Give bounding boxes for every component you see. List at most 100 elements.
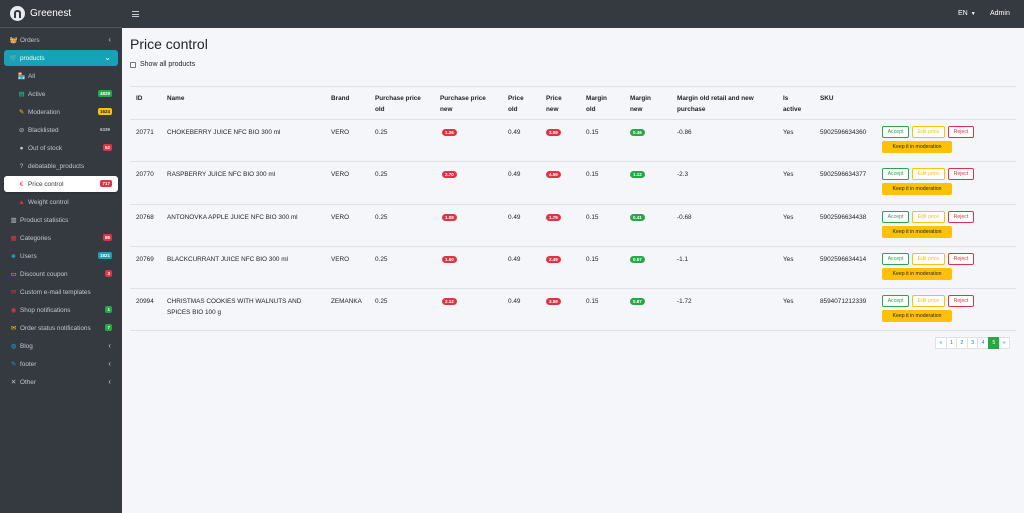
edit-icon: ✎ xyxy=(10,361,17,368)
table-row: 20768 ANTONOVKA APPLE JUICE NFC BIO 300 m… xyxy=(130,205,1016,247)
reject-button[interactable]: Reject xyxy=(948,295,974,308)
tools-icon: ✕ xyxy=(10,379,17,386)
sidebar-item-categories[interactable]: ▦ Categories 86 xyxy=(4,230,118,246)
cell-margin-old: 0.15 xyxy=(586,171,599,179)
edit-price-button[interactable]: Edit price xyxy=(912,168,945,181)
sidebar-item-label: Categories xyxy=(20,234,51,242)
sidebar-item-label: Moderation xyxy=(28,108,60,116)
cell-purchase-old: 0.25 xyxy=(375,213,388,221)
cell-sku: 5902596634414 xyxy=(820,255,867,263)
sidebar-item-shop-notifications[interactable]: ◉ Shop notifications 1 xyxy=(4,302,118,318)
keep-in-moderation-button[interactable]: Keep it in moderation xyxy=(882,225,952,238)
table-header: ID Name Brand Purchase price old Purchas… xyxy=(130,86,1016,120)
envelope-icon: ✉ xyxy=(10,325,17,332)
cell-sku: 5902596634438 xyxy=(820,213,867,221)
sidebar-item-label: Product statistics xyxy=(20,216,69,224)
reject-button[interactable]: Reject xyxy=(948,168,974,181)
store-icon: 🏪 xyxy=(17,73,26,80)
sidebar-item-label: Discount coupon xyxy=(20,270,68,278)
sidebar-item-label: Active xyxy=(28,90,46,98)
keep-in-moderation-button[interactable]: Keep it in moderation xyxy=(882,141,952,153)
sidebar-item-custom-e-mail-templates[interactable]: ✉ Custom e-mail templates xyxy=(4,284,118,300)
cell-margin-old: 0.15 xyxy=(586,298,599,306)
sidebar-item-price-control[interactable]: € Price control 717 xyxy=(4,176,118,192)
count-badge: 1821 xyxy=(97,252,112,259)
sidebar-item-label: Shop notifications xyxy=(20,306,71,314)
table-body: 20771 CHOKEBERRY JUICE NFC BIO 300 ml VERO… xyxy=(130,120,1016,332)
sidebar-item-users[interactable]: ☻ Users 1821 xyxy=(4,248,118,264)
accept-button[interactable]: Accept xyxy=(882,210,909,223)
accept-button[interactable]: Accept xyxy=(882,168,909,181)
cell-margin-old: 0.15 xyxy=(586,213,599,221)
sidebar-item-active[interactable]: ▤ Active 4829 xyxy=(4,86,118,102)
reject-button[interactable]: Reject xyxy=(948,252,974,265)
keep-in-moderation-button[interactable]: Keep it in moderation xyxy=(882,310,952,323)
sidebar-item-label: Order status notifications xyxy=(20,324,91,332)
count-badge: 86 xyxy=(102,234,112,241)
count-badge: 7 xyxy=(105,324,112,331)
cell-sku: 8594071212339 xyxy=(820,298,867,306)
basket-icon: 🧺 xyxy=(9,37,18,44)
table-row: 20994 CHRISTMAS COOKIES WITH WALNUTS AND … xyxy=(130,289,1016,332)
language-dropdown[interactable]: EN ▼ xyxy=(958,10,976,17)
menu-toggle-icon[interactable] xyxy=(132,11,139,17)
cell-id: 20768 xyxy=(136,213,154,221)
reject-button[interactable]: Reject xyxy=(948,126,974,138)
accept-button[interactable]: Accept xyxy=(882,126,909,138)
edit-price-button[interactable]: Edit price xyxy=(912,295,945,308)
edit-price-button[interactable]: Edit price xyxy=(912,252,945,265)
sidebar-item-orders[interactable]: 🧺 Orders ‹ xyxy=(4,32,118,48)
chevron-left-icon: ‹ xyxy=(108,359,111,368)
cell-purchase-new: 2.70 xyxy=(442,171,457,179)
cell-margin-retail: -1.1 xyxy=(677,255,689,263)
sidebar-item-products[interactable]: 🛒 products ⌄ xyxy=(4,50,118,66)
sidebar-item-blacklisted[interactable]: ⊘ Blacklisted 6339 xyxy=(4,122,118,138)
user-menu[interactable]: Admin xyxy=(990,10,1010,17)
sidebar-item-footer[interactable]: ✎ footer ‹ xyxy=(4,356,118,372)
cell-purchase-new: 1.26 xyxy=(442,129,457,136)
cell-margin-new: 0.46 xyxy=(630,129,645,136)
ticket-icon: ▭ xyxy=(10,271,17,278)
cell-price-new: 1.79 xyxy=(546,213,561,221)
sidebar-item-label: Users xyxy=(20,252,37,260)
accept-button[interactable]: Accept xyxy=(882,252,909,265)
count-badge: 1624 xyxy=(97,108,112,115)
sidebar-item-label: Out of stock xyxy=(28,144,63,152)
keep-in-moderation-button[interactable]: Keep it in moderation xyxy=(882,267,952,280)
sidebar: Greenest 🧺 Orders ‹ 🛒 products ⌄ 🏪 All ▤ Active 48… xyxy=(0,0,122,513)
sidebar-item-out-of-stock[interactable]: ● Out of stock 52 xyxy=(4,140,118,156)
count-badge: 1 xyxy=(105,306,112,313)
th-margin-new: Margin new xyxy=(630,95,651,113)
brand-name: Greenest xyxy=(30,8,72,19)
sidebar-item-other[interactable]: ✕ Other ‹ xyxy=(4,374,118,390)
accept-button[interactable]: Accept xyxy=(882,295,909,308)
sidebar-item-blog[interactable]: ◍ Blog ‹ xyxy=(4,338,118,354)
sidebar-item-discount-coupon[interactable]: ▭ Discount coupon 3 xyxy=(4,266,118,282)
sidebar-item-moderation[interactable]: ✎ Moderation 1624 xyxy=(4,104,118,120)
show-all-checkbox[interactable] xyxy=(130,61,136,68)
show-all-products-toggle[interactable]: Show all products xyxy=(130,61,195,68)
sidebar-item-debatable-products[interactable]: ? debatable_products xyxy=(4,158,118,174)
keep-in-moderation-button[interactable]: Keep it in moderation xyxy=(882,183,952,196)
sidebar-item-weight-control[interactable]: ▲ Weight control xyxy=(4,194,118,210)
users-icon: ☻ xyxy=(10,252,17,260)
cell-id: 20769 xyxy=(136,255,154,263)
cell-price-old: 0.49 xyxy=(508,129,521,136)
edit-price-button[interactable]: Edit price xyxy=(912,210,945,223)
sidebar-item-order-status-notifications[interactable]: ✉ Order status notifications 7 xyxy=(4,320,118,336)
cell-brand: VERO xyxy=(331,129,350,136)
sidebar-item-all[interactable]: 🏪 All xyxy=(4,68,118,84)
price-control-table: ID Name Brand Purchase price old Purchas… xyxy=(130,86,1016,332)
brand[interactable]: Greenest xyxy=(0,0,122,28)
cell-name: BLACKCURRANT JUICE NFC BIO 300 ml xyxy=(167,255,288,263)
sidebar-item-label: Blacklisted xyxy=(28,126,59,134)
table-row: 20770 RASPBERRY JUICE NFC BIO 300 ml VERO 0… xyxy=(130,162,1016,205)
cell-purchase-old: 0.25 xyxy=(375,255,388,263)
cell-id: 20771 xyxy=(136,129,154,136)
edit-price-button[interactable]: Edit price xyxy=(912,126,945,138)
sidebar-item-product-statistics[interactable]: ▥ Product statistics xyxy=(4,212,118,228)
reject-button[interactable]: Reject xyxy=(948,210,974,223)
sidebar-nav: 🧺 Orders ‹ 🛒 products ⌄ 🏪 All ▤ Active 4829 ✎ Modera… xyxy=(0,28,122,390)
th-margin-retail: Margin old retail and new purchase xyxy=(677,95,754,113)
pagination-next[interactable]: » xyxy=(998,337,1011,349)
